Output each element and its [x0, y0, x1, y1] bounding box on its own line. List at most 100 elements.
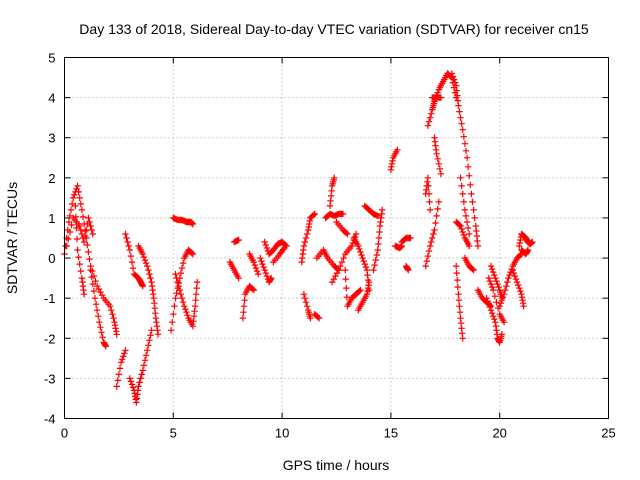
data-point	[469, 265, 476, 273]
data-point	[310, 211, 317, 219]
data-point	[147, 274, 154, 282]
y-axis-label: SDTVAR / TECUs	[4, 182, 20, 294]
data-point	[194, 278, 201, 286]
data-point	[490, 286, 497, 294]
data-point	[424, 252, 432, 260]
data-point	[102, 343, 109, 350]
data-point	[430, 230, 437, 238]
data-point	[459, 190, 466, 198]
data-point	[513, 278, 521, 286]
data-point	[117, 359, 125, 366]
data-point	[127, 378, 135, 385]
data-point	[511, 272, 519, 280]
data-point	[107, 303, 114, 310]
data-point	[375, 240, 382, 248]
data-point	[429, 234, 436, 242]
data-point	[426, 242, 434, 250]
data-point	[498, 295, 506, 302]
x-tick-label: 15	[384, 426, 398, 441]
data-point	[372, 256, 379, 264]
data-point	[437, 94, 445, 101]
data-point	[462, 147, 470, 154]
data-point	[249, 285, 256, 293]
data-point	[99, 334, 106, 341]
y-tick-label: -2	[44, 331, 56, 346]
data-point	[491, 316, 498, 323]
data-point	[428, 110, 435, 117]
data-point	[170, 311, 177, 318]
data-point	[425, 247, 433, 255]
data-point	[458, 325, 465, 332]
data-point	[488, 265, 496, 273]
data-point	[460, 198, 467, 206]
data-point	[433, 150, 440, 157]
y-tick-label: 0	[48, 251, 55, 266]
data-point	[449, 73, 457, 80]
data-point	[337, 262, 344, 270]
data-point	[300, 291, 308, 298]
data-point	[177, 269, 185, 277]
data-point	[72, 202, 79, 210]
data-point	[504, 278, 511, 286]
data-point	[457, 222, 464, 230]
data-point	[72, 213, 80, 221]
data-point	[129, 384, 137, 391]
data-point	[509, 266, 516, 274]
data-point	[121, 350, 128, 357]
x-tick-label: 20	[492, 426, 506, 441]
data-point	[426, 114, 434, 121]
data-point	[144, 347, 151, 354]
data-point	[426, 198, 433, 206]
data-point	[455, 291, 462, 298]
data-point	[262, 269, 269, 277]
data-point	[80, 238, 88, 246]
data-point	[86, 218, 93, 226]
x-tick-label: 5	[170, 426, 177, 441]
data-point	[78, 206, 86, 214]
data-point	[315, 315, 323, 322]
data-point	[506, 271, 513, 279]
data-point	[261, 238, 268, 246]
data-point	[516, 239, 523, 247]
data-point	[517, 251, 524, 259]
data-point	[463, 154, 471, 161]
data-point	[141, 357, 149, 364]
data-point	[459, 126, 466, 133]
data-point	[371, 261, 378, 269]
data-point	[68, 200, 76, 208]
data-point	[376, 228, 383, 236]
data-point	[302, 234, 310, 242]
data-point	[471, 214, 478, 222]
data-point	[339, 210, 347, 218]
data-point	[307, 315, 314, 322]
data-point	[172, 295, 179, 302]
data-point	[512, 275, 520, 283]
data-point	[516, 284, 523, 292]
data-point	[95, 313, 102, 320]
data-point	[343, 229, 350, 237]
data-point	[375, 234, 383, 242]
data-point	[358, 251, 365, 259]
data-point	[461, 140, 469, 147]
data-point	[96, 319, 103, 326]
data-point	[340, 254, 347, 262]
x-tick-label: 10	[275, 426, 289, 441]
data-point	[250, 258, 257, 266]
data-point	[189, 220, 197, 228]
data-point	[360, 257, 367, 265]
data-point	[434, 205, 441, 213]
data-point	[192, 291, 200, 298]
data-point	[75, 253, 82, 261]
data-point	[263, 244, 271, 252]
data-point	[466, 230, 473, 238]
data-point	[456, 309, 464, 316]
data-point	[300, 242, 308, 250]
data-point	[454, 276, 461, 284]
data-point	[240, 309, 247, 316]
data-point	[455, 297, 463, 304]
data-point	[524, 246, 532, 254]
data-point	[332, 272, 339, 280]
data-point	[252, 264, 260, 272]
data-point	[496, 303, 503, 310]
data-point	[486, 277, 494, 285]
